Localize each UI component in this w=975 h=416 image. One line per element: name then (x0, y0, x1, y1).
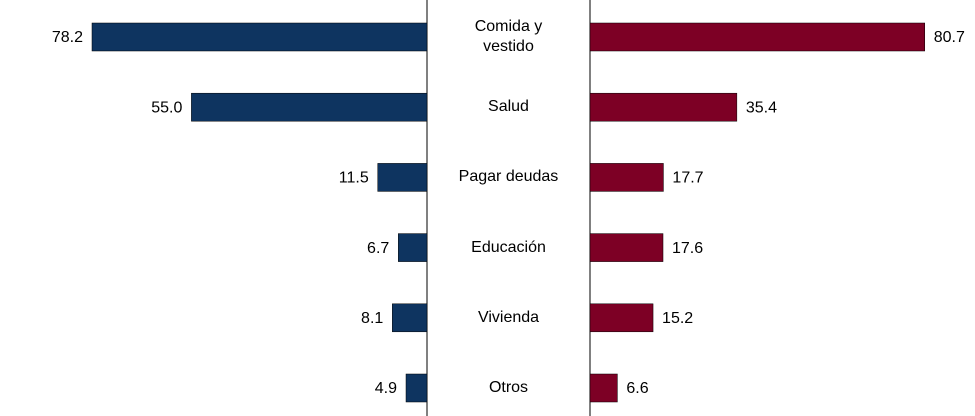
bar (191, 92, 428, 122)
value-label: 78.2 (52, 29, 83, 46)
value-label: 35.4 (746, 99, 777, 116)
bar (392, 303, 428, 333)
category-label: Comida y vestido (474, 18, 543, 55)
bar (91, 22, 428, 52)
value-label: 15.2 (662, 310, 693, 327)
value-label: 11.5 (339, 170, 369, 187)
bar (589, 373, 618, 403)
bar (589, 92, 738, 122)
value-label: 80.7 (934, 29, 965, 46)
category-label: Pagar deudas (458, 168, 559, 186)
value-label: 6.6 (626, 380, 648, 397)
value-label: 8.1 (361, 310, 383, 327)
bar (589, 303, 654, 333)
bar (405, 373, 428, 403)
value-label: 55.0 (151, 99, 182, 116)
bar (398, 233, 428, 262)
bar (589, 233, 664, 262)
bar (589, 163, 664, 192)
bar (377, 163, 428, 192)
value-label: 17.7 (672, 170, 703, 187)
category-label: Otros (488, 379, 529, 396)
bar (589, 22, 926, 52)
category-label: Salud (488, 98, 529, 116)
category-label: Educación (471, 238, 546, 256)
category-label: Vivienda (477, 308, 540, 326)
value-label: 6.7 (367, 240, 389, 257)
value-label: 17.6 (672, 240, 703, 257)
value-label: 4.9 (375, 380, 397, 397)
